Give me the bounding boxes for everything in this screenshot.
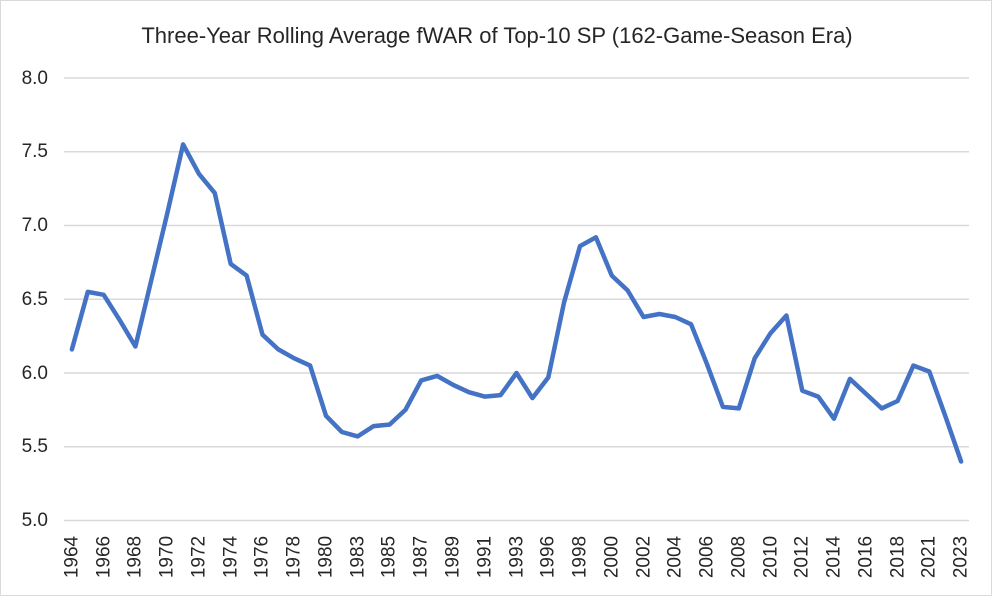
- x-tick-label: 1972: [188, 535, 210, 579]
- series-line: [69, 142, 964, 464]
- x-tick-label: 1996: [537, 535, 559, 579]
- y-tick-label: 5.0: [21, 510, 48, 531]
- y-tick-label: 7.0: [21, 215, 48, 236]
- y-tick-label: 6.5: [21, 288, 48, 310]
- x-tick-label: 2000: [601, 535, 623, 579]
- y-tick-label: 8.0: [21, 67, 48, 89]
- x-tick-label: 1964: [61, 535, 83, 579]
- y-tick-label: 6.0: [21, 362, 48, 384]
- x-tick-label: 1983: [347, 535, 369, 579]
- x-tick-label: 2021: [918, 535, 940, 579]
- x-tick-label: 1991: [474, 535, 496, 579]
- x-tick-label: 1968: [124, 535, 146, 579]
- x-tick-label: 1987: [410, 535, 432, 579]
- x-tick-label: 2002: [633, 535, 655, 579]
- x-tick-label: 2014: [823, 535, 845, 579]
- x-tick-label: 2010: [760, 535, 782, 579]
- x-tick-label: 1974: [220, 535, 242, 579]
- x-tick-label: 1970: [156, 535, 178, 579]
- x-tick-label: 1978: [283, 535, 305, 579]
- x-tick-label: 2016: [855, 535, 877, 579]
- x-tick-label: 2012: [791, 535, 813, 579]
- y-tick-label: 5.5: [21, 436, 48, 458]
- x-tick-label: 2008: [728, 535, 750, 579]
- x-tick-label: 1998: [569, 535, 591, 579]
- x-tick-label: 1976: [251, 535, 273, 579]
- x-tick-label: 1966: [93, 535, 115, 579]
- x-tick-label: 1989: [442, 535, 464, 579]
- x-tick-label: 2023: [950, 535, 972, 579]
- y-tick-label: 7.5: [21, 141, 48, 163]
- x-tick-label: 2006: [696, 535, 718, 579]
- chart-title: Three-Year Rolling Average fWAR of Top-1…: [141, 23, 853, 48]
- x-tick-label: 2018: [887, 535, 909, 579]
- x-tick-label: 1980: [315, 535, 337, 579]
- x-tick-label: 1993: [506, 535, 527, 579]
- x-tick-label: 2004: [664, 535, 686, 579]
- x-tick-label: 1985: [378, 535, 400, 579]
